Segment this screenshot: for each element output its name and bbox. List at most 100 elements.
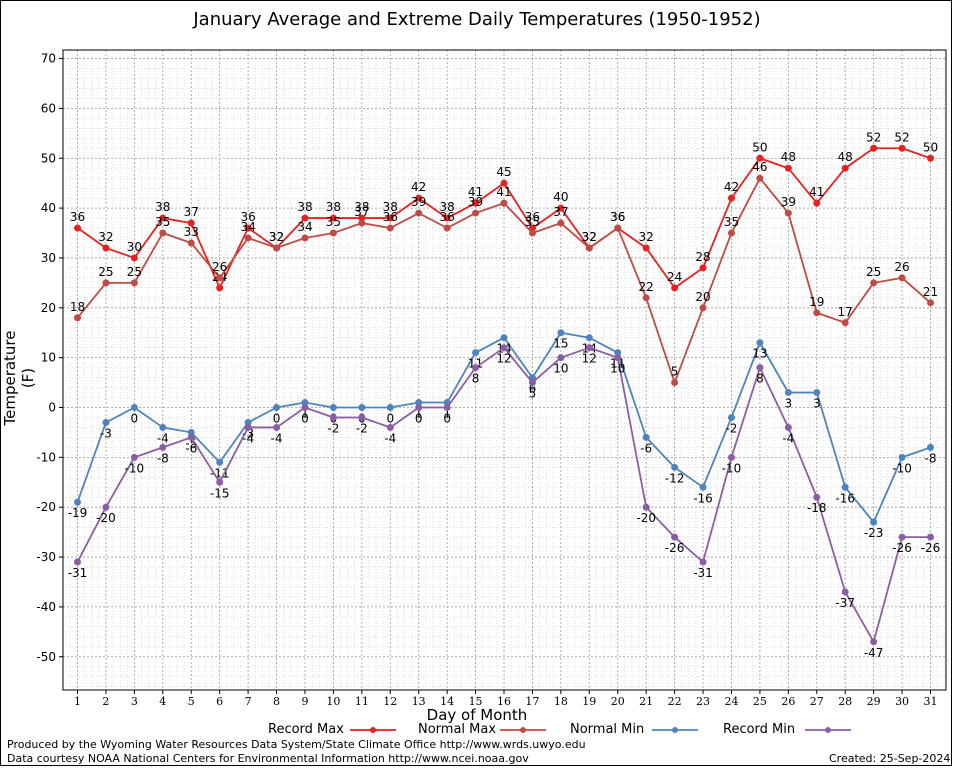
- data-point: [159, 423, 167, 431]
- data-point: [870, 638, 878, 646]
- legend-item-record-min: Record Min: [723, 722, 795, 737]
- y-tick-label: -30: [36, 550, 56, 564]
- footer-produced-by: Produced by the Wyoming Water Resources …: [7, 738, 586, 751]
- data-label: -47: [864, 646, 884, 660]
- data-label: 35: [155, 215, 170, 229]
- data-point: [329, 214, 337, 222]
- data-point: [671, 533, 679, 541]
- data-label: 21: [923, 285, 938, 299]
- y-tick-label: -40: [36, 600, 56, 614]
- data-label: 41: [468, 185, 483, 199]
- x-tick-label: 9: [301, 695, 308, 708]
- data-label: 26: [894, 260, 909, 274]
- data-label: 36: [439, 210, 454, 224]
- y-axis-label: Temperature (F): [1, 330, 37, 426]
- data-point: [187, 219, 195, 227]
- y-tick-label: 0: [48, 401, 56, 415]
- footer-data-courtesy: Data courtesy NOAA National Centers for …: [7, 752, 529, 765]
- data-point: [699, 483, 707, 491]
- data-label: 32: [639, 230, 654, 244]
- data-label: 48: [838, 150, 853, 164]
- data-label: 24: [667, 270, 682, 284]
- data-point: [784, 423, 792, 431]
- legend-marker: [370, 727, 376, 733]
- data-label: -10: [125, 461, 145, 475]
- y-tick-label: 20: [41, 301, 56, 315]
- y-tick-label: 10: [41, 351, 56, 365]
- x-tick-label: 12: [383, 695, 397, 708]
- x-tick-label: 7: [245, 695, 252, 708]
- data-label: -10: [722, 461, 742, 475]
- data-point: [329, 229, 337, 237]
- data-point: [813, 389, 821, 397]
- x-tick-label: 21: [639, 695, 653, 708]
- data-label: 38: [326, 200, 341, 214]
- data-label: 36: [383, 210, 398, 224]
- data-point: [813, 199, 821, 207]
- data-label: -4: [782, 431, 794, 445]
- data-label: -8: [925, 451, 937, 465]
- y-tick-label: 70: [41, 52, 56, 66]
- data-label: -26: [921, 541, 941, 555]
- data-label: -8: [157, 451, 169, 465]
- x-tick-label: 13: [412, 695, 426, 708]
- data-label: 0: [443, 412, 451, 426]
- data-label: 50: [923, 140, 938, 154]
- x-tick-label: 5: [188, 695, 195, 708]
- data-label: 37: [184, 205, 199, 219]
- data-label: 1: [415, 407, 423, 421]
- data-point: [74, 498, 81, 506]
- data-point: [671, 284, 679, 292]
- data-label: 36: [610, 210, 625, 224]
- data-label: 11: [610, 357, 625, 371]
- data-point: [727, 413, 735, 421]
- data-label: 34: [297, 220, 312, 234]
- data-label: 40: [553, 190, 568, 204]
- data-point: [130, 254, 138, 262]
- data-point: [841, 483, 849, 491]
- data-label: 32: [582, 230, 597, 244]
- data-point: [415, 194, 423, 202]
- data-label: 28: [695, 250, 710, 264]
- data-point: [784, 209, 792, 217]
- data-point: [841, 319, 849, 327]
- data-point: [102, 279, 110, 287]
- data-point: [727, 194, 735, 202]
- data-label: 41: [809, 185, 824, 199]
- data-point: [273, 244, 281, 252]
- data-point: [386, 214, 394, 222]
- data-point: [614, 354, 622, 362]
- legend-item-normal-max: Normal Max: [418, 722, 496, 737]
- data-point: [870, 144, 878, 152]
- data-point: [927, 299, 934, 307]
- y-tick-label: -10: [36, 450, 56, 464]
- data-point: [528, 379, 536, 387]
- x-tick-label: 29: [867, 695, 881, 708]
- data-label: -31: [693, 566, 713, 580]
- data-point: [472, 349, 480, 357]
- data-label: 12: [496, 352, 511, 366]
- data-label: -23: [864, 526, 884, 540]
- data-label: -2: [356, 421, 368, 435]
- data-point: [159, 214, 167, 222]
- data-label: -18: [807, 501, 827, 515]
- data-label: 37: [354, 205, 369, 219]
- data-label: -11: [210, 466, 230, 480]
- data-label: -5: [185, 436, 197, 450]
- x-tick-label: 6: [216, 695, 223, 708]
- data-point: [927, 533, 934, 541]
- data-point: [870, 279, 878, 287]
- y-tick-label: -20: [36, 500, 56, 514]
- data-label: 12: [582, 352, 597, 366]
- data-point: [500, 199, 508, 207]
- legend-marker: [825, 727, 831, 733]
- data-label: 38: [383, 200, 398, 214]
- data-point: [585, 334, 593, 342]
- data-point: [756, 174, 764, 182]
- data-label: 34: [240, 220, 255, 234]
- data-label: 8: [756, 372, 764, 386]
- data-point: [443, 224, 451, 232]
- data-point: [358, 404, 366, 411]
- data-label: 42: [411, 180, 426, 194]
